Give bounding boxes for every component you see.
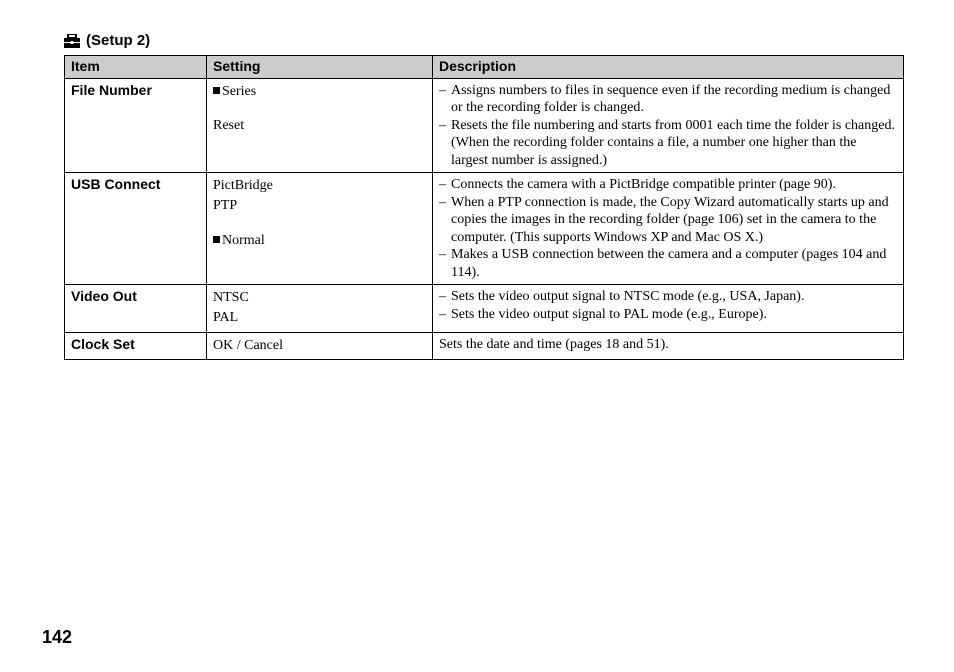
setting-option: NTSC (213, 288, 426, 308)
section-heading: (Setup 2) (64, 32, 904, 49)
description-cell: Connects the camera with a PictBridge co… (433, 173, 904, 285)
col-header-item: Item (65, 56, 207, 79)
item-label: Video Out (71, 288, 137, 304)
description-item: Resets the file numbering and starts fro… (439, 117, 897, 170)
table-row: USB Connect PictBridge PTP Normal Connects t… (65, 173, 904, 285)
setting-option-label: Series (222, 84, 256, 99)
item-cell: Clock Set (65, 332, 207, 359)
setting-option-label: NTSC (213, 290, 249, 305)
item-label: USB Connect (71, 176, 160, 192)
setting-option: PAL (213, 308, 426, 328)
description-item: Makes a USB connection between the camer… (439, 246, 897, 281)
setting-option-label: OK / Cancel (213, 338, 283, 353)
setting-option-label: PictBridge (213, 178, 273, 193)
setting-gap (213, 102, 426, 116)
toolbox-icon (64, 34, 80, 48)
description-list: Assigns numbers to files in sequence eve… (439, 82, 897, 170)
col-header-setting: Setting (207, 56, 433, 79)
description-list: Connects the camera with a PictBridge co… (439, 176, 897, 281)
description-cell: Sets the date and time (pages 18 and 51)… (433, 332, 904, 359)
description-item: Sets the video output signal to PAL mode… (439, 306, 897, 324)
default-marker-icon (213, 236, 220, 243)
setting-option-label: Reset (213, 118, 244, 133)
item-cell: File Number (65, 78, 207, 173)
col-header-description: Description (433, 56, 904, 79)
description-item: Assigns numbers to files in sequence eve… (439, 82, 897, 117)
table-row: Clock Set OK / Cancel Sets the date and ti… (65, 332, 904, 359)
item-cell: USB Connect (65, 173, 207, 285)
setting-option: Normal (213, 231, 426, 251)
section-heading-label: (Setup 2) (86, 32, 150, 49)
description-item: When a PTP connection is made, the Copy … (439, 194, 897, 247)
default-marker-icon (213, 87, 220, 94)
setting-option-label: Normal (222, 233, 265, 248)
setting-option: PictBridge (213, 176, 426, 196)
setting-cell: Series Reset (207, 78, 433, 173)
description-item: Connects the camera with a PictBridge co… (439, 176, 897, 194)
setting-option: OK / Cancel (213, 336, 426, 356)
description-list: Sets the video output signal to NTSC mod… (439, 288, 897, 323)
description-text: Sets the date and time (pages 18 and 51)… (439, 337, 669, 352)
setting-option: Reset (213, 116, 426, 136)
setting-option-label: PAL (213, 310, 238, 325)
setting-cell: NTSC PAL (207, 285, 433, 333)
description-cell: Assigns numbers to files in sequence eve… (433, 78, 904, 173)
setting-cell: PictBridge PTP Normal (207, 173, 433, 285)
table-header-row: Item Setting Description (65, 56, 904, 79)
setup-table: Item Setting Description File Number Seri… (64, 55, 904, 360)
description-item: Sets the video output signal to NTSC mod… (439, 288, 897, 306)
table-row: Video Out NTSC PAL Sets the video output si… (65, 285, 904, 333)
page-number: 142 (42, 627, 72, 648)
setting-gap (213, 217, 426, 231)
setting-option-label: PTP (213, 198, 237, 213)
setting-option: PTP (213, 196, 426, 216)
setting-option: Series (213, 82, 426, 102)
item-cell: Video Out (65, 285, 207, 333)
item-label: Clock Set (71, 336, 135, 352)
item-label: File Number (71, 82, 152, 98)
setting-cell: OK / Cancel (207, 332, 433, 359)
table-row: File Number Series Reset Assigns numbers to… (65, 78, 904, 173)
description-cell: Sets the video output signal to NTSC mod… (433, 285, 904, 333)
